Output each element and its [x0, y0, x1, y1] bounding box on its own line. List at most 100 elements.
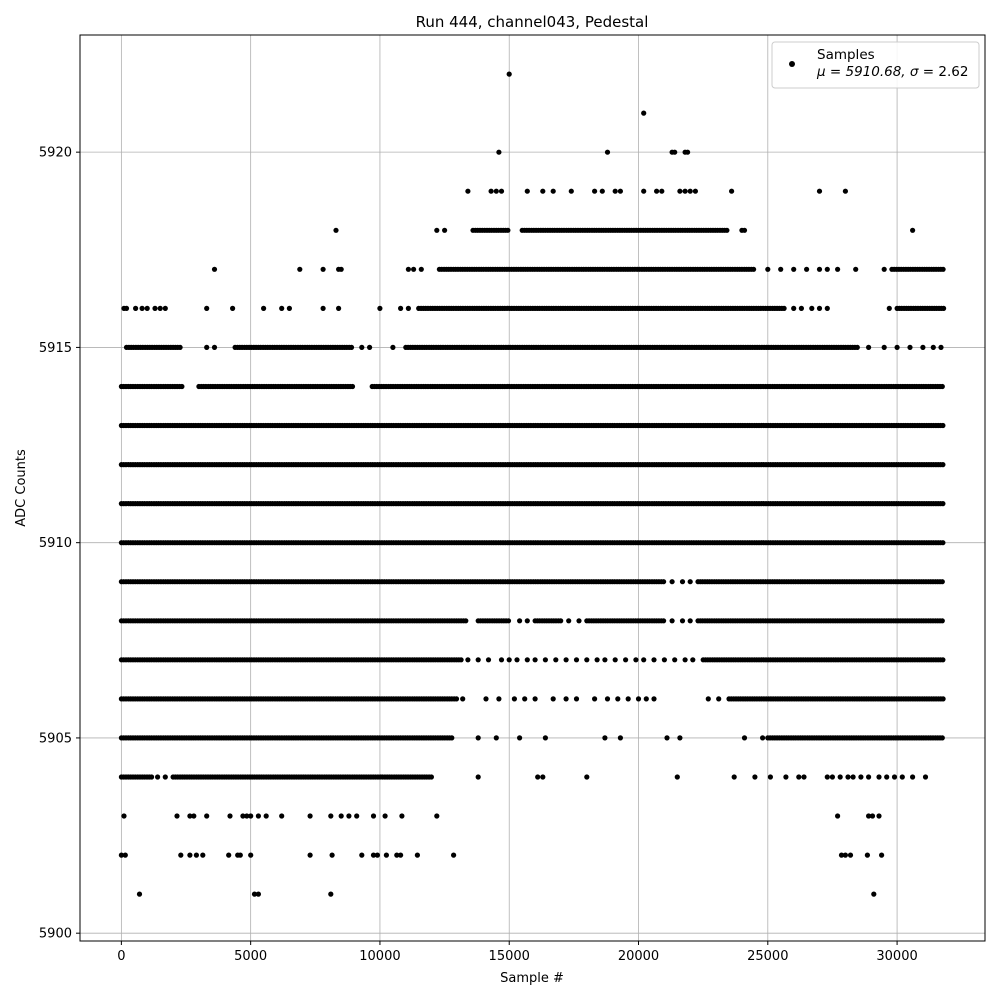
y-axis-label: ADC Counts — [14, 449, 29, 527]
data-point — [193, 852, 199, 858]
data-point — [778, 266, 784, 272]
data-point — [674, 774, 680, 780]
data-point — [532, 657, 538, 663]
data-point — [411, 266, 417, 272]
data-point — [475, 774, 481, 780]
data-point — [483, 696, 489, 702]
data-point — [617, 735, 624, 741]
data-point — [573, 696, 580, 702]
data-point — [816, 305, 823, 311]
data-point — [940, 501, 946, 507]
data-point — [338, 266, 344, 272]
data-point — [449, 735, 455, 741]
data-point — [498, 657, 505, 663]
data-point — [187, 852, 193, 858]
data-point — [251, 891, 258, 897]
data-point — [940, 266, 946, 272]
data-point — [866, 344, 872, 350]
data-point — [493, 188, 499, 194]
data-point — [672, 657, 678, 663]
data-point — [139, 305, 145, 311]
data-point — [910, 227, 916, 233]
data-point — [133, 305, 139, 311]
data-point — [506, 71, 512, 77]
data-point — [731, 774, 737, 780]
data-point — [511, 696, 517, 702]
data-point — [279, 305, 285, 311]
data-point — [687, 618, 693, 624]
data-point — [816, 188, 823, 194]
data-point — [286, 305, 292, 311]
data-point — [542, 735, 549, 741]
data-point — [540, 188, 546, 194]
data-point — [729, 188, 735, 194]
data-point — [801, 774, 807, 780]
data-point — [651, 696, 657, 702]
data-point — [178, 852, 184, 858]
data-point — [741, 227, 748, 233]
x-axis-label: Sample # — [500, 971, 564, 986]
data-point — [237, 852, 243, 858]
data-point — [617, 188, 624, 194]
data-point — [881, 344, 887, 350]
data-point — [405, 305, 411, 311]
data-point — [563, 696, 569, 702]
data-point — [370, 852, 377, 858]
data-point — [336, 305, 342, 311]
data-point — [465, 188, 471, 194]
data-point — [791, 266, 797, 272]
data-point — [279, 813, 285, 819]
data-point — [641, 188, 647, 194]
data-point — [751, 266, 757, 272]
data-point — [152, 305, 158, 311]
data-point — [798, 305, 805, 311]
data-point — [328, 891, 334, 897]
data-point — [144, 305, 150, 311]
data-point — [211, 266, 218, 272]
data-point — [661, 618, 667, 624]
data-point — [398, 852, 404, 858]
data-point — [374, 852, 380, 858]
data-point — [881, 266, 887, 272]
data-point — [248, 852, 254, 858]
data-point — [687, 188, 693, 194]
data-point — [498, 188, 505, 194]
data-point — [716, 696, 722, 702]
data-point — [641, 657, 647, 663]
data-point — [359, 852, 365, 858]
data-point — [625, 696, 631, 702]
data-point — [297, 266, 303, 272]
data-point — [367, 344, 373, 350]
data-point — [348, 344, 355, 350]
x-tick-label: 15000 — [489, 949, 530, 964]
x-tick-label: 30000 — [876, 949, 917, 964]
data-point — [682, 657, 688, 663]
data-point — [664, 735, 670, 741]
legend-stats: μ = 5910.68, σ = 2.62 — [816, 64, 968, 80]
data-point — [939, 618, 945, 624]
data-point — [679, 618, 686, 624]
data-point — [200, 852, 206, 858]
data-point — [922, 774, 929, 780]
data-point — [669, 618, 675, 624]
data-point — [602, 657, 608, 663]
data-point — [320, 305, 326, 311]
data-point — [879, 852, 885, 858]
data-point — [692, 188, 699, 194]
data-point — [524, 657, 530, 663]
plot-area-frame — [79, 34, 986, 942]
data-point — [781, 305, 787, 311]
data-point — [493, 735, 499, 741]
data-point — [248, 813, 254, 819]
data-point — [553, 657, 559, 663]
data-point — [829, 774, 836, 780]
data-point — [329, 852, 335, 858]
data-point — [835, 266, 841, 272]
data-point — [540, 774, 546, 780]
data-point — [550, 696, 556, 702]
data-point — [349, 383, 356, 390]
data-point — [382, 813, 388, 819]
data-point — [615, 696, 621, 702]
data-point — [399, 813, 405, 819]
